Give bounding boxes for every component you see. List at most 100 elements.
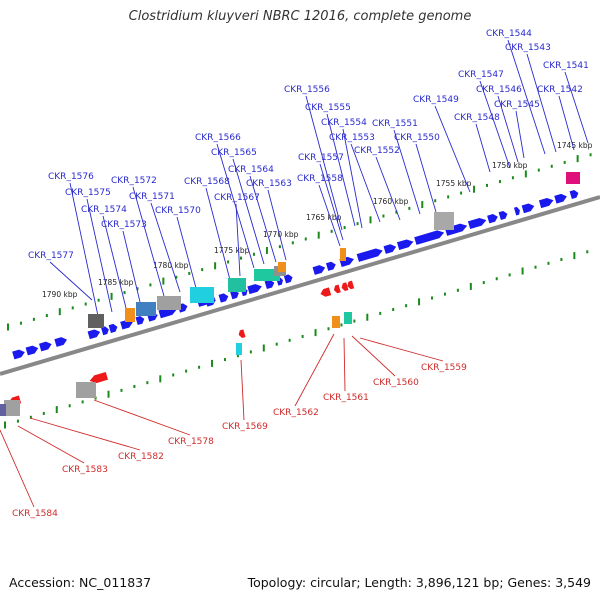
reverse-label-leader bbox=[0, 429, 35, 508]
forward-gene-arrow bbox=[230, 290, 239, 300]
scale-label: 1750 kbp bbox=[492, 161, 528, 170]
gene-features bbox=[0, 172, 580, 416]
feature-box bbox=[4, 400, 20, 416]
forward-gene-arrow bbox=[39, 341, 52, 352]
forward-gene-label: CKR_1558 bbox=[297, 174, 343, 184]
forward-gene-arrow bbox=[218, 293, 229, 303]
scale-label: 1785 kbp bbox=[98, 278, 134, 287]
forward-label-leader bbox=[150, 202, 181, 293]
forward-label-leader bbox=[176, 216, 197, 289]
forward-label-leader bbox=[350, 143, 381, 223]
feature-box bbox=[278, 262, 286, 272]
forward-label-leader bbox=[232, 158, 265, 265]
forward-gene-label: CKR_1565 bbox=[211, 148, 257, 158]
forward-gene-arrow bbox=[312, 265, 326, 275]
forward-gene-arrow bbox=[383, 244, 397, 254]
reverse-gene-label: CKR_1559 bbox=[421, 363, 467, 373]
reverse-label-leader bbox=[343, 337, 346, 392]
reverse-gene-label: CKR_1562 bbox=[273, 408, 319, 418]
forward-gene-arrow bbox=[25, 345, 39, 356]
forward-label-leader bbox=[475, 123, 491, 173]
forward-gene-label: CKR_1567 bbox=[214, 193, 260, 203]
forward-gene-arrow bbox=[396, 239, 414, 250]
reverse-gene-arrow bbox=[333, 284, 341, 294]
reverse-label-leader bbox=[294, 333, 335, 407]
forward-gene-arrow bbox=[356, 248, 383, 262]
reverse-gene-arrow bbox=[320, 287, 332, 297]
forward-gene-label: CKR_1542 bbox=[537, 85, 583, 95]
forward-gene-label: CKR_1576 bbox=[48, 172, 94, 182]
reverse-gene-arrow bbox=[347, 280, 355, 290]
forward-gene-label: CKR_1572 bbox=[111, 176, 157, 186]
gene-labels: CKR_1541 CKR_1542 CKR_1543 CKR_1544 CKR_1545… bbox=[12, 29, 589, 519]
reverse-label-leader bbox=[17, 425, 85, 464]
feature-box bbox=[88, 314, 104, 328]
feature-box bbox=[228, 278, 246, 292]
forward-label-leader bbox=[326, 113, 356, 227]
forward-gene-arrow bbox=[247, 284, 262, 295]
reverse-label-leader bbox=[359, 337, 444, 362]
accession-info: Accession: NC_011837 bbox=[9, 575, 151, 590]
feature-box bbox=[332, 316, 340, 328]
scale-label: 1745 kbp bbox=[557, 141, 593, 150]
forward-gene-arrow bbox=[12, 349, 25, 360]
forward-label-leader bbox=[122, 230, 141, 303]
forward-label-leader bbox=[526, 53, 557, 153]
forward-gene-arrow bbox=[487, 214, 498, 224]
forward-gene-label: CKR_1548 bbox=[454, 113, 500, 123]
label-leader-lines bbox=[0, 39, 589, 508]
feature-box bbox=[0, 404, 6, 416]
forward-label-leader bbox=[507, 39, 546, 155]
map-title: Clostridium kluyveri NBRC 12016, complet… bbox=[128, 9, 472, 24]
feature-box bbox=[76, 382, 96, 398]
forward-gene-label: CKR_1543 bbox=[505, 43, 551, 53]
forward-label-leader bbox=[393, 129, 421, 215]
reverse-gene-label: CKR_1561 bbox=[323, 393, 369, 403]
forward-gene-label: CKR_1574 bbox=[81, 205, 127, 215]
reverse-gene-label: CKR_1569 bbox=[222, 422, 268, 432]
topology-value: circular bbox=[310, 575, 357, 590]
forward-gene-arrow bbox=[554, 193, 567, 204]
feature-box bbox=[136, 302, 156, 316]
forward-gene-label: CKR_1544 bbox=[486, 29, 532, 39]
feature-box bbox=[254, 269, 280, 281]
forward-label-leader bbox=[267, 189, 287, 261]
feature-box bbox=[157, 296, 181, 310]
forward-label-leader bbox=[497, 95, 519, 163]
forward-label-leader bbox=[564, 71, 589, 144]
reverse-gene-label: CKR_1578 bbox=[168, 437, 214, 447]
forward-gene-label: CKR_1541 bbox=[543, 61, 589, 71]
forward-label-leader bbox=[249, 175, 277, 263]
reverse-gene-arrow bbox=[89, 371, 109, 384]
forward-gene-arrow bbox=[100, 326, 109, 336]
forward-gene-label: CKR_1568 bbox=[184, 177, 230, 187]
forward-gene-label: CKR_1545 bbox=[494, 100, 540, 110]
forward-gene-label: CKR_1551 bbox=[372, 119, 418, 129]
forward-label-leader bbox=[434, 105, 471, 193]
forward-gene-label: CKR_1570 bbox=[155, 206, 201, 216]
forward-gene-label: CKR_1563 bbox=[246, 179, 292, 189]
forward-label-leader bbox=[479, 80, 511, 169]
forward-gene-arrow bbox=[108, 323, 118, 333]
forward-label-leader bbox=[235, 203, 241, 277]
genes-label: Genes: bbox=[507, 575, 552, 590]
forward-gene-arrow bbox=[538, 198, 554, 209]
reverse-label-leader bbox=[93, 399, 191, 436]
feature-box bbox=[125, 308, 135, 322]
feature-box bbox=[340, 248, 346, 261]
length-value: 3,896,121 bp bbox=[415, 575, 500, 590]
forward-label-leader bbox=[69, 182, 99, 317]
reverse-gene-arrow bbox=[238, 329, 246, 339]
forward-gene-label: CKR_1550 bbox=[394, 133, 440, 143]
reverse-label-leader bbox=[351, 335, 396, 377]
forward-label-leader bbox=[415, 143, 437, 213]
forward-label-leader bbox=[515, 110, 525, 159]
forward-gene-arrow bbox=[521, 203, 535, 214]
genome-backbone bbox=[0, 195, 600, 376]
forward-label-leader bbox=[342, 128, 363, 229]
forward-gene-arrow bbox=[569, 190, 579, 200]
forward-gene-label: CKR_1566 bbox=[195, 133, 241, 143]
forward-gene-label: CKR_1573 bbox=[101, 220, 147, 230]
scale-label: 1770 kbp bbox=[263, 230, 299, 239]
